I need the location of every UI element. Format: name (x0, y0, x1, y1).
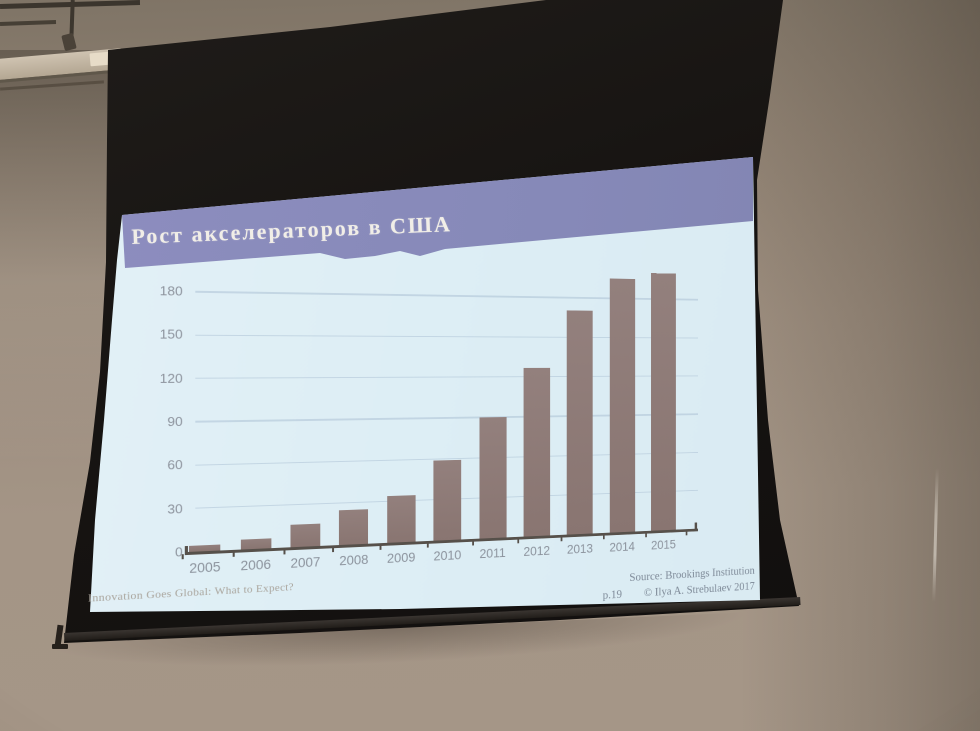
axis-tick (233, 551, 236, 557)
axis-tick (685, 530, 688, 536)
y-axis-tick-label: 60 (167, 457, 183, 473)
y-axis-tick-label: 90 (167, 413, 183, 430)
axis-tick (426, 542, 429, 548)
page-number: p.19 (602, 586, 623, 602)
axis-tick (603, 534, 605, 540)
ceiling-rail-icon (0, 20, 57, 26)
axis-tick (283, 549, 286, 555)
y-axis-tick-label: 0 (175, 544, 183, 560)
x-axis-tick-label: 2011 (479, 545, 506, 561)
axis-tick (644, 532, 647, 538)
y-axis-tick-label: 150 (159, 326, 183, 343)
bar-2007 (290, 523, 321, 548)
bar-2010 (433, 459, 462, 541)
bar-2008 (339, 509, 369, 546)
axis-tick (472, 540, 475, 546)
bar-2012 (523, 367, 551, 537)
y-axis-tick-label: 120 (159, 370, 183, 386)
bar-2013 (566, 310, 593, 535)
axis-end-cap (694, 522, 697, 531)
x-axis-tick-label: 2007 (290, 554, 321, 571)
screen-pull-hook-icon (52, 644, 68, 649)
x-axis-tick-label: 2014 (609, 539, 635, 555)
y-axis-tick-label: 180 (159, 283, 183, 299)
axis-end-cap (184, 545, 188, 554)
x-axis-tick-label: 2015 (651, 537, 676, 553)
y-axis-tick-label: 30 (167, 500, 183, 517)
x-axis-tick-label: 2012 (523, 543, 551, 559)
bar-2014 (609, 278, 635, 533)
bar-2015 (651, 273, 676, 531)
bar-2009 (386, 495, 416, 543)
axis-tick (380, 544, 382, 550)
x-axis-tick-label: 2005 (189, 559, 221, 576)
axis-tick (560, 536, 563, 542)
wall-shade-right (740, 0, 980, 731)
axis-tick (516, 538, 519, 544)
axis-tick (332, 547, 335, 553)
x-axis-tick-label: 2008 (339, 552, 369, 569)
x-axis-tick-label: 2006 (240, 556, 272, 574)
x-axis-tick-label: 2013 (566, 541, 593, 557)
x-axis-tick-label: 2009 (386, 550, 416, 566)
ceiling-bracket-icon (61, 32, 77, 52)
bar-chart: 0 30 60 90 120 150 180 2005 2006 2007 2008 2009 2010… (88, 273, 774, 644)
bar-2011 (479, 417, 507, 539)
x-axis-tick-label: 2010 (433, 547, 462, 564)
